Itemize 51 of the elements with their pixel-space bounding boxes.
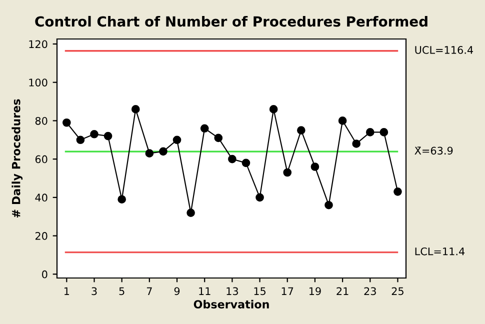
ref-line-label: UCL=116.4 (415, 46, 473, 54)
y-tick-label: 20 (35, 232, 48, 240)
point (380, 128, 388, 136)
y-axis-title: # Daily Procedures (12, 99, 23, 218)
y-tick-label: 80 (35, 116, 48, 125)
x-tick-label: 19 (309, 287, 321, 296)
x-tick-label: 25 (392, 287, 404, 296)
point (118, 195, 126, 204)
point (90, 130, 98, 138)
point (283, 168, 292, 177)
point (310, 162, 320, 171)
point (338, 116, 347, 125)
point (352, 140, 361, 148)
point (200, 124, 209, 133)
ref-line-label: X̄=63.9 (414, 146, 453, 155)
point (131, 105, 140, 114)
point (159, 147, 168, 156)
x-tick-label: 17 (282, 287, 294, 295)
x-tick-label: 15 (254, 287, 266, 296)
point (186, 208, 195, 217)
point (366, 128, 374, 136)
point (228, 154, 236, 164)
x-tick-label: 7 (146, 287, 152, 295)
point (62, 118, 71, 127)
x-tick-label: 21 (336, 287, 348, 295)
x-tick-label: 5 (119, 287, 124, 296)
point (256, 193, 264, 202)
point (172, 136, 182, 144)
y-tick-label: 100 (29, 78, 48, 86)
x-tick-label: 9 (174, 287, 180, 296)
x-axis-title: Observation (194, 300, 269, 308)
y-tick-label: 60 (35, 155, 48, 164)
x-tick-label: 11 (199, 287, 210, 295)
point (296, 126, 306, 134)
x-tick-label: 1 (64, 287, 70, 295)
x-tick-label: 23 (364, 287, 376, 296)
point (394, 188, 402, 196)
point (214, 134, 223, 142)
chart-title: Control Chart of Number of Procedures Performed (35, 16, 428, 27)
ref-line-label: LCL=11.4 (415, 247, 465, 256)
point (269, 105, 278, 114)
y-tick-label: 0 (42, 270, 48, 278)
point (104, 132, 112, 140)
point (324, 200, 333, 210)
x-tick-label: 13 (226, 287, 238, 296)
point (145, 149, 154, 158)
point (242, 158, 250, 168)
y-tick-label: 40 (35, 194, 48, 202)
point (76, 136, 85, 144)
y-tick-label: 120 (29, 40, 48, 48)
x-tick-label: 3 (92, 287, 97, 296)
